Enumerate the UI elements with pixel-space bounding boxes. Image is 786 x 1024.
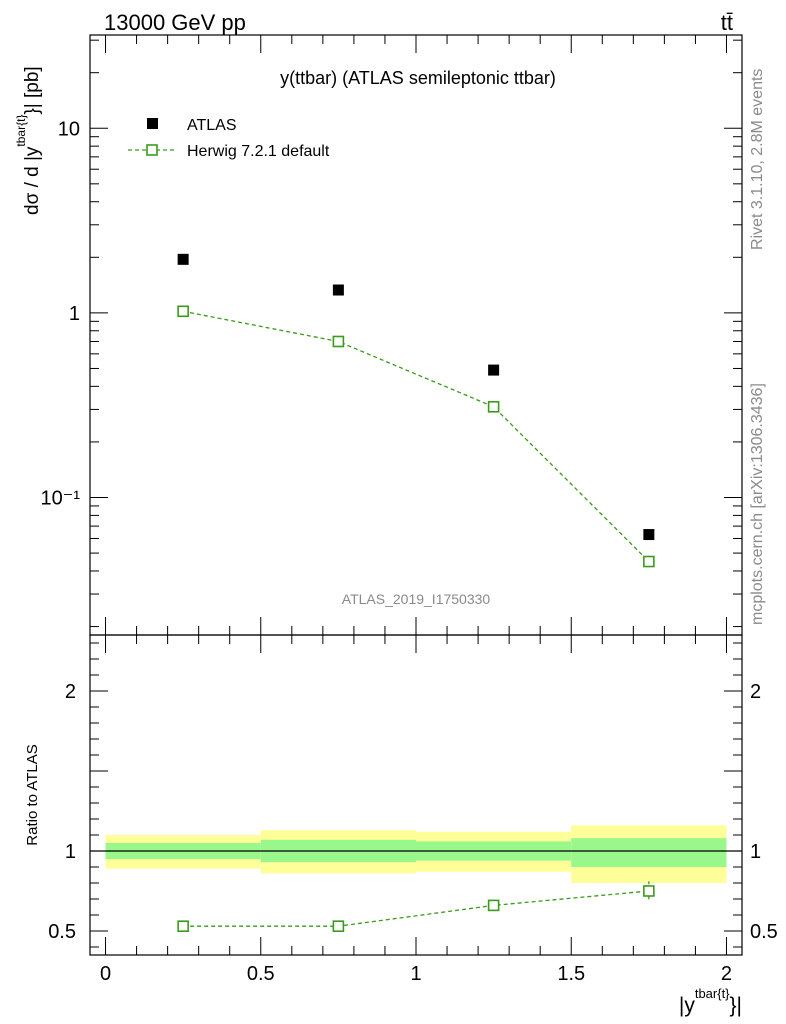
ratio-y-tick-label: 0.5 [48,921,76,943]
legend-herwig-marker [146,144,158,156]
ratio-axis-ticks: 0 0.5 1 1.5 2 0.5 0.5 1 1 2 2 [48,635,778,985]
panel-frames [89,34,743,956]
ratio-frame [89,634,743,956]
herwig-point [487,400,500,413]
stat-uncertainty-band [571,838,727,867]
legend-atlas-marker [147,118,158,129]
ratio-y-tick-label: 2 [65,681,76,703]
y-tick-label: 10⁻¹ [41,488,81,510]
herwig-ratio-point [487,899,500,912]
ratio-y-axis-label: Ratio to ATLAS [24,744,41,845]
herwig-point [177,305,189,318]
y-tick-label: 1 [69,303,80,325]
process-label: tt̄ [721,10,733,35]
ratio-uncertainty-bands [90,825,742,883]
atlas-point [488,364,500,376]
ratio-y-tick-label-right: 0.5 [750,921,778,943]
herwig-ratio-point [332,920,345,933]
x-tick-label: 1 [410,963,421,985]
x-tick-label: 0.5 [247,963,275,985]
atlas-point [643,529,655,541]
y-tick-label: 10 [58,118,80,140]
x-tick-label: 1.5 [557,963,585,985]
energy-label: 13000 GeV pp [104,10,246,35]
svg-text:dσ / d |ytbar{t}}| [pb]: dσ / d |ytbar{t}}| [pb] [14,66,43,215]
herwig-line [183,310,650,562]
x-axis-label: |ytbar{t}}| [679,986,742,1017]
atlas-point [332,284,344,296]
main-axis-ticks: 10⁻¹ 1 10 [41,35,742,635]
atlas-point [177,253,189,265]
main-title: y(ttbar) (ATLAS semileptonic ttbar) [280,68,556,88]
herwig-point [643,555,655,568]
main-y-axis-label: dσ / d |ytbar{t}}| [pb] [14,66,43,215]
ratio-y-tick-label-right: 1 [750,841,761,863]
herwig-ratio-point [643,885,655,897]
herwig-ratio-point [177,920,189,933]
analysis-watermark: ATLAS_2019_I1750330 [342,591,491,607]
svg-text:|ytbar{t}}|: |ytbar{t}}| [679,986,742,1017]
legend: ATLAS Herwig 7.2.1 default [128,117,330,160]
x-tick-label: 0 [100,963,111,985]
legend-atlas-label: ATLAS [187,117,237,134]
herwig-point [332,335,345,348]
rivet-version-label: Rivet 3.1.10, 2.8M events [749,69,766,250]
source-label: mcplots.cern.ch [arXiv:1306.3436] [749,383,766,625]
main-data-marks [177,253,655,568]
legend-herwig-label: Herwig 7.2.1 default [187,143,330,160]
x-tick-label: 2 [721,963,732,985]
herwig-ratio-line [183,890,649,927]
ratio-y-tick-label: 1 [65,841,76,863]
ratio-y-tick-label-right: 2 [750,681,761,703]
ratio-data-marks [177,881,655,933]
